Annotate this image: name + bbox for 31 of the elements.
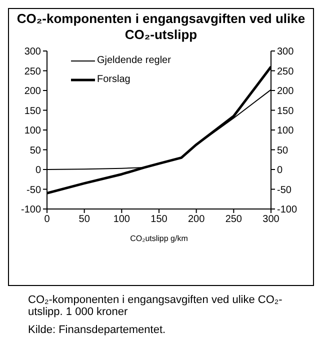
x-axis-title: CO₂utslipp g/km bbox=[130, 234, 188, 243]
y-tick-label: -50 bbox=[26, 184, 42, 196]
y2-tick-label: 100 bbox=[277, 126, 294, 137]
x-tick-label: 100 bbox=[113, 214, 130, 226]
y-tick-label: 100 bbox=[24, 126, 42, 137]
x-tick-label: 150 bbox=[150, 214, 168, 226]
y2-tick-label: 50 bbox=[277, 145, 289, 156]
y2-tick-label: -100 bbox=[277, 204, 298, 216]
y2-tick-label: -50 bbox=[277, 184, 292, 196]
x-tick-label: 0 bbox=[44, 214, 50, 226]
y-tick-label: 150 bbox=[24, 106, 42, 117]
y-tick-label: -100 bbox=[20, 204, 42, 216]
chart-title: CO₂-komponenten i engangsavgiften ved ulike CO₂-utslipp bbox=[16, 11, 306, 43]
y-tick-label: 300 bbox=[24, 46, 42, 58]
x-tick-label: 250 bbox=[225, 214, 242, 226]
x-tick-label: 300 bbox=[262, 214, 280, 226]
y-tick-label: 200 bbox=[24, 86, 42, 98]
y2-tick-label: 0 bbox=[277, 165, 283, 176]
y-tick-label: 250 bbox=[24, 66, 42, 78]
y-tick-label: 50 bbox=[30, 145, 42, 156]
legend-label: Gjeldende regler bbox=[97, 55, 171, 66]
x-tick-label: 50 bbox=[78, 214, 90, 226]
y2-tick-label: 300 bbox=[277, 46, 294, 58]
y2-tick-label: 250 bbox=[277, 66, 294, 78]
y2-tick-label: 200 bbox=[277, 86, 294, 98]
x-tick-label: 200 bbox=[188, 214, 206, 226]
text: CO₂-komponenten i engangsavgiften ved ulike CO₂-utslipp. 1 000 kroner bbox=[28, 294, 284, 318]
legend-label: Forslag bbox=[97, 74, 130, 85]
text: Kilde: Finansdepartementet. bbox=[28, 324, 167, 336]
y-tick-label: 0 bbox=[35, 165, 42, 176]
y2-tick-label: 150 bbox=[277, 106, 294, 117]
